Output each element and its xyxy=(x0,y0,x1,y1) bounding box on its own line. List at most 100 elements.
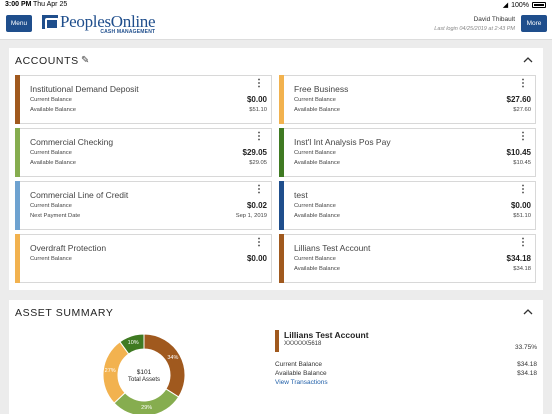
secondary-value: Sep 1, 2019 xyxy=(235,213,267,219)
secondary-label: Available Balance xyxy=(294,213,340,219)
secondary-label: Next Payment Date xyxy=(30,213,81,219)
account-color-bar xyxy=(279,181,284,230)
detail-account-name: Lillians Test Account xyxy=(284,330,369,340)
more-vertical-icon[interactable]: ⋮ xyxy=(518,78,528,89)
secondary-label: Available Balance xyxy=(294,107,340,113)
menu-button[interactable]: Menu xyxy=(6,15,32,32)
balance-value: $0.00 xyxy=(246,254,267,263)
brand-logo: PeoplesOnline CASH MANAGEMENT xyxy=(42,12,156,35)
accounts-title: ACCOUNTS xyxy=(15,55,79,67)
more-vertical-icon[interactable]: ⋮ xyxy=(518,184,528,195)
donut-segment-label: 10% xyxy=(127,339,139,346)
status-time: 3:00 PM xyxy=(5,1,32,8)
balance-label: Current Balance xyxy=(30,256,72,262)
app-header: Menu PeoplesOnline CASH MANAGEMENT David… xyxy=(0,10,552,40)
account-name: Institutional Demand Deposit xyxy=(30,84,139,94)
pencil-icon[interactable]: ✎ xyxy=(81,55,90,66)
battery-percent: 100% xyxy=(511,1,529,9)
balance-label: Current Balance xyxy=(294,203,336,209)
secondary-label: Available Balance xyxy=(294,266,340,272)
secondary-value: $29.05 xyxy=(249,160,267,166)
balance-value: $10.45 xyxy=(506,148,531,157)
balance-value: $27.60 xyxy=(506,95,531,104)
detail-account-number: XXXXXX5618 xyxy=(284,341,322,347)
balance-label: Current Balance xyxy=(30,97,72,103)
last-login: Last login 04/25/2019 at 2:43 PM xyxy=(434,26,515,32)
balance-value: $29.05 xyxy=(242,148,267,157)
account-name: Overdraft Protection xyxy=(30,243,107,253)
chevron-up-icon[interactable] xyxy=(523,55,533,65)
more-vertical-icon[interactable]: ⋮ xyxy=(254,78,264,89)
total-assets-amount: $101 xyxy=(136,369,152,376)
asset-summary-panel: ASSET SUMMARY $101 Total Assets 34% 29% 27… xyxy=(9,300,543,414)
status-date: Thu Apr 25 xyxy=(33,1,68,8)
account-color-bar xyxy=(279,75,284,124)
donut-segment-label: 27% xyxy=(104,368,116,375)
status-bar: 3:00 PM Thu Apr 25 ◢ 100% xyxy=(0,0,552,10)
asset-summary-title: ASSET SUMMARY xyxy=(15,307,114,319)
account-name: Commercial Checking xyxy=(30,137,114,147)
account-color-bar xyxy=(275,330,279,352)
account-name: Inst'l Int Analysis Pos Pay xyxy=(294,137,391,147)
more-vertical-icon[interactable]: ⋮ xyxy=(518,131,528,142)
wifi-icon: ◢ xyxy=(502,2,509,9)
secondary-value: $10.45 xyxy=(513,160,531,166)
account-card[interactable]: Free Business ⋮ Current Balance $27.60 Avail… xyxy=(279,75,536,124)
account-card[interactable]: Institutional Demand Deposit ⋮ Current Bal… xyxy=(15,75,272,124)
more-button[interactable]: More xyxy=(521,15,547,32)
account-card[interactable]: Lillians Test Account ⋮ Current Balance $34… xyxy=(279,234,536,283)
secondary-label: Available Balance xyxy=(294,160,340,166)
accounts-panel: ACCOUNTS ✎ Institutional Demand Deposit ⋮… xyxy=(9,48,543,290)
total-assets-label: Total Assets xyxy=(127,377,160,383)
balance-value: $34.18 xyxy=(506,254,531,263)
donut-hole xyxy=(118,349,170,401)
account-card[interactable]: Commercial Checking ⋮ Current Balance $29.0… xyxy=(15,128,272,177)
user-name: David Thibault xyxy=(473,16,515,23)
secondary-value: $51.10 xyxy=(249,107,267,113)
account-card[interactable]: Inst'l Int Analysis Pos Pay ⋮ Current Bala… xyxy=(279,128,536,177)
detail-current-label: Current Balance xyxy=(275,361,322,368)
status-right: ◢ 100% xyxy=(503,1,546,9)
balance-value: $0.02 xyxy=(246,201,267,210)
donut-center: $101 Total Assets xyxy=(101,369,187,383)
more-vertical-icon[interactable]: ⋮ xyxy=(254,237,264,248)
donut-segment-label: 34% xyxy=(167,355,179,362)
more-vertical-icon[interactable]: ⋮ xyxy=(254,131,264,142)
account-name: Lillians Test Account xyxy=(294,243,371,253)
balance-label: Current Balance xyxy=(30,150,72,156)
view-transactions-link[interactable]: View Transactions xyxy=(275,379,328,386)
donut-svg xyxy=(102,333,186,414)
more-vertical-icon[interactable]: ⋮ xyxy=(518,237,528,248)
account-card[interactable]: test ⋮ Current Balance $0.00 Available Balan… xyxy=(279,181,536,230)
brand-name: PeoplesOnline xyxy=(60,12,156,31)
account-name: test xyxy=(294,190,308,200)
account-card[interactable]: Overdraft Protection ⋮ Current Balance $0.0… xyxy=(15,234,272,283)
balance-value: $0.00 xyxy=(246,95,267,104)
balance-label: Current Balance xyxy=(30,203,72,209)
user-info: David Thibault Last login 04/25/2019 at … xyxy=(434,16,515,32)
account-card[interactable]: Commercial Line of Credit ⋮ Current Balanc… xyxy=(15,181,272,230)
battery-icon xyxy=(532,2,546,8)
balance-label: Current Balance xyxy=(294,256,336,262)
account-color-bar xyxy=(15,128,20,177)
donut-segment-label: 29% xyxy=(141,404,153,411)
balance-label: Current Balance xyxy=(294,150,336,156)
secondary-value: $27.60 xyxy=(513,107,531,113)
account-name: Commercial Line of Credit xyxy=(30,190,129,200)
secondary-label: Available Balance xyxy=(30,107,76,113)
secondary-value: $34.18 xyxy=(513,266,531,272)
detail-current-value: $34.18 xyxy=(517,361,537,368)
detail-percent: 33.75% xyxy=(514,344,537,351)
more-vertical-icon[interactable]: ⋮ xyxy=(254,184,264,195)
account-color-bar xyxy=(15,75,20,124)
brand-subtitle: CASH MANAGEMENT xyxy=(100,29,156,35)
chevron-up-icon[interactable] xyxy=(523,307,533,317)
asset-donut-chart[interactable]: $101 Total Assets 34% 29% 27% 10% xyxy=(101,332,187,414)
account-color-bar xyxy=(279,128,284,177)
secondary-value: $51.10 xyxy=(513,213,531,219)
secondary-label: Available Balance xyxy=(30,160,76,166)
balance-value: $0.00 xyxy=(510,201,531,210)
detail-available-label: Available Balance xyxy=(275,370,327,377)
account-name: Free Business xyxy=(294,84,349,94)
detail-available-value: $34.18 xyxy=(517,370,537,377)
